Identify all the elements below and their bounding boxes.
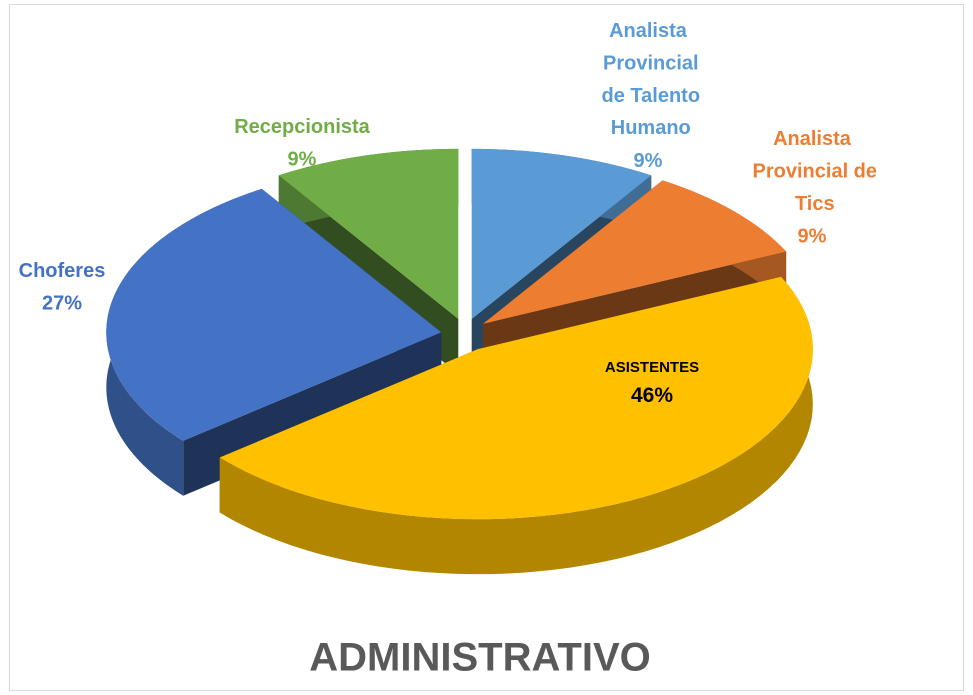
data-label-value: 9% [798, 225, 827, 247]
slice [219, 276, 813, 575]
slice-top [483, 180, 787, 324]
data-label-name: Choferes [19, 260, 106, 282]
slice-wall [219, 276, 813, 575]
slice-top [278, 148, 459, 319]
data-label-value: 27% [42, 293, 82, 315]
slice-top [106, 188, 442, 441]
data-label-value: 9% [288, 149, 317, 171]
data-label-name: Analista Provincial de Tics [747, 128, 877, 215]
slice-top [471, 148, 652, 319]
data-label-value: 9% [634, 150, 663, 172]
slice-top [219, 276, 813, 520]
chart-title: ADMINISTRATIVO [309, 636, 650, 680]
data-label-name: Recepcionista [234, 116, 370, 138]
data-label-name: Analista Provincial de Talento Humano [596, 20, 700, 139]
data-label-name: ASISTENTES [605, 359, 699, 376]
data-label-value: 46% [631, 384, 673, 407]
